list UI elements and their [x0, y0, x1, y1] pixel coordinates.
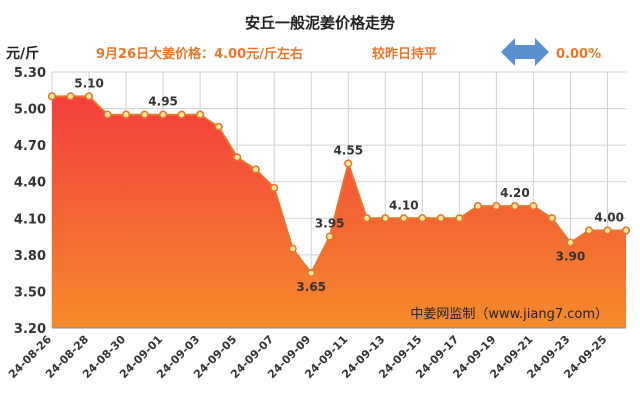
chart-title: 安丘一般泥姜价格走势 — [245, 14, 395, 32]
data-point — [529, 201, 538, 211]
data-label: 4.95 — [148, 95, 178, 109]
data-point — [325, 232, 334, 241]
data-label: 3.90 — [556, 250, 586, 264]
data-point — [362, 214, 371, 223]
data-point — [270, 183, 279, 192]
y-axis-ticks: 3.20 3.50 3.80 4.10 4.40 4.70 5.00 5.30 — [14, 66, 46, 337]
data-label: 5.10 — [74, 76, 104, 90]
y-tick-label: 5.00 — [14, 103, 46, 118]
data-label: 3.65 — [296, 280, 326, 294]
y-tick-label: 4.40 — [14, 176, 46, 191]
data-point — [492, 201, 501, 211]
data-point — [47, 92, 57, 101]
y-axis-unit: 元/斤 — [6, 45, 39, 62]
data-label: 4.20 — [500, 186, 530, 200]
change-value: 0.00% — [556, 47, 601, 62]
data-point — [214, 122, 223, 131]
y-tick-label: 5.30 — [14, 66, 46, 81]
data-point — [251, 165, 260, 174]
data-label: 4.10 — [389, 198, 419, 212]
price-annotation: 9月26日大姜价格：4.00元/斤左右 — [96, 46, 303, 62]
data-point — [436, 214, 445, 223]
double-arrow-icon — [501, 38, 549, 66]
data-point — [121, 110, 131, 119]
data-point — [103, 110, 112, 119]
data-point — [621, 226, 631, 235]
data-point — [584, 226, 594, 235]
data-point — [473, 201, 482, 211]
data-label: 4.55 — [333, 143, 363, 157]
data-point — [84, 92, 94, 101]
y-tick-label: 3.80 — [14, 249, 46, 264]
y-tick-label: 3.50 — [14, 285, 46, 300]
data-point — [140, 110, 149, 119]
data-label: 4.00 — [594, 210, 624, 224]
y-tick-label: 4.10 — [14, 212, 46, 227]
change-label: 较昨日持平 — [372, 46, 437, 62]
data-point — [547, 214, 557, 223]
data-point — [418, 214, 427, 223]
data-label: 3.95 — [315, 217, 345, 231]
data-point — [603, 226, 612, 235]
data-labels: 5.10 4.95 3.65 3.95 4.55 4.10 4.20 3.90 4.00 — [74, 76, 624, 294]
data-point — [510, 201, 520, 211]
data-point — [158, 110, 168, 119]
data-point — [196, 110, 205, 119]
area-fill — [52, 96, 626, 329]
watermark: 中姜网监制（www.jiang7.com） — [410, 307, 608, 322]
data-point — [307, 269, 316, 278]
data-point — [177, 110, 186, 119]
data-point — [399, 214, 408, 223]
data-point — [566, 238, 575, 247]
data-point — [233, 153, 242, 162]
x-axis-ticks: 24-08-2624-08-2824-08-3024-09-0124-09-03… — [6, 333, 610, 381]
data-point — [288, 244, 297, 253]
data-point — [381, 214, 390, 223]
data-points — [47, 92, 631, 278]
y-tick-label: 3.20 — [14, 322, 46, 337]
y-tick-label: 4.70 — [14, 139, 46, 154]
data-point — [344, 159, 353, 168]
data-point — [66, 92, 75, 101]
data-point — [455, 214, 464, 223]
